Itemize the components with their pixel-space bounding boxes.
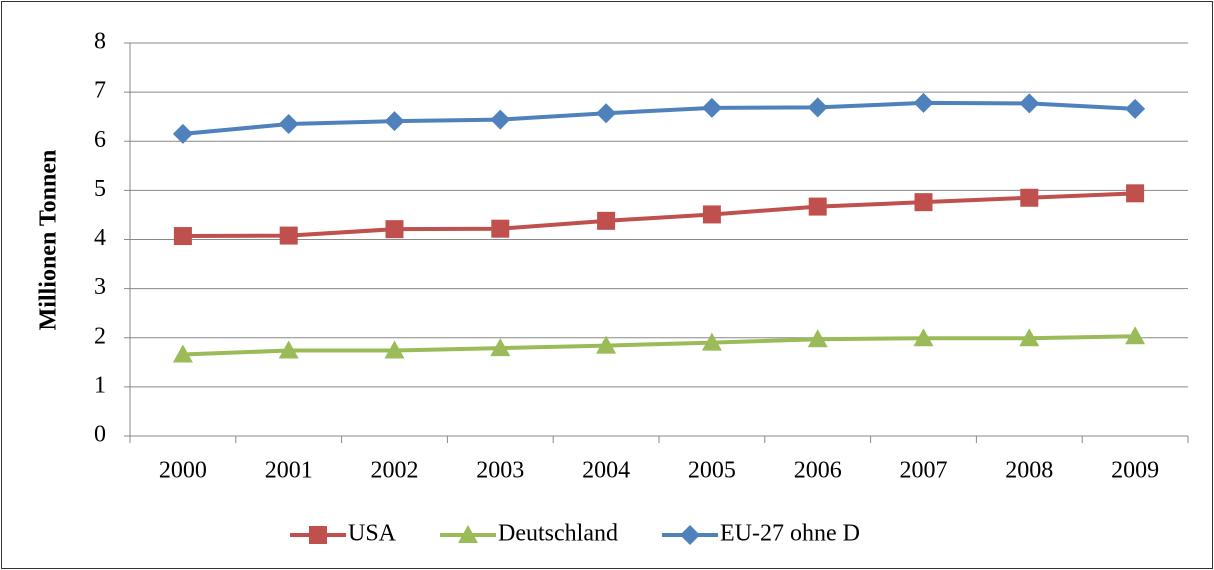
data-point xyxy=(1019,93,1040,114)
x-tick-label: 2005 xyxy=(688,458,736,484)
data-point xyxy=(490,338,511,357)
data-point xyxy=(701,332,722,351)
y-tick-label: 8 xyxy=(94,29,106,55)
x-tick-label: 2002 xyxy=(371,458,419,484)
y-axis-label: Millionen Tonnen xyxy=(36,150,62,331)
x-tick-label: 2000 xyxy=(159,458,207,484)
data-point xyxy=(702,205,721,224)
data-point xyxy=(913,328,934,347)
x-tick-label: 2001 xyxy=(265,458,313,484)
data-point xyxy=(596,103,617,124)
data-point xyxy=(173,227,192,246)
data-point xyxy=(701,97,722,118)
x-tick-label: 2003 xyxy=(476,458,524,484)
legend-label: USA xyxy=(348,521,397,547)
data-point xyxy=(172,123,193,144)
data-point xyxy=(914,193,933,212)
legend-marker xyxy=(309,526,327,544)
data-point xyxy=(384,340,405,359)
legend-label: EU-27 ohne D xyxy=(720,521,860,547)
data-point xyxy=(490,109,511,130)
y-tick-label: 6 xyxy=(94,127,106,153)
data-point xyxy=(1125,326,1146,345)
y-tick-label: 1 xyxy=(94,372,106,398)
data-point xyxy=(385,220,404,239)
y-tick-label: 3 xyxy=(94,274,106,300)
legend-marker xyxy=(679,525,700,545)
data-point xyxy=(491,219,510,238)
data-point xyxy=(1019,328,1040,347)
data-point xyxy=(384,111,405,132)
series-line xyxy=(182,100,1136,136)
series-line xyxy=(182,334,1136,357)
x-tick-label: 2006 xyxy=(794,458,842,484)
data-point xyxy=(597,211,616,230)
data-point xyxy=(913,92,934,113)
series-line xyxy=(182,191,1136,239)
y-tick-label: 5 xyxy=(94,176,106,202)
y-tick-label: 7 xyxy=(94,78,106,104)
data-point xyxy=(807,97,828,118)
data-point xyxy=(1125,98,1146,119)
y-tick-label: 4 xyxy=(94,225,106,251)
x-tick-label: 2009 xyxy=(1111,458,1159,484)
x-tick-label: 2004 xyxy=(582,458,630,484)
x-tick-label: 2008 xyxy=(1005,458,1053,484)
data-point xyxy=(1126,184,1145,203)
data-point xyxy=(596,335,617,354)
y-tick-label: 0 xyxy=(94,422,106,448)
data-point xyxy=(807,329,828,348)
data-point xyxy=(1020,188,1039,207)
data-point xyxy=(172,344,193,363)
data-point xyxy=(808,197,827,216)
data-point xyxy=(279,226,298,245)
legend-label: Deutschland xyxy=(498,521,618,547)
data-point xyxy=(278,340,299,359)
legend-marker xyxy=(458,525,479,543)
y-tick-label: 2 xyxy=(94,323,106,349)
data-point xyxy=(278,114,299,135)
x-tick-label: 2007 xyxy=(900,458,948,484)
